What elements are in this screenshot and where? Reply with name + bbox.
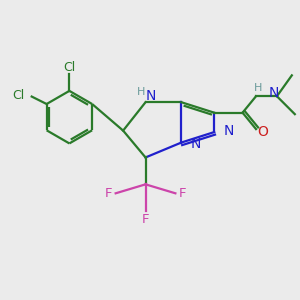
Text: N: N	[224, 124, 234, 138]
Text: F: F	[179, 187, 187, 200]
Text: H: H	[254, 83, 262, 93]
Text: F: F	[104, 187, 112, 200]
Text: N: N	[268, 86, 279, 100]
Text: Cl: Cl	[12, 88, 24, 102]
Text: N: N	[146, 89, 156, 103]
Text: H: H	[137, 87, 145, 97]
Text: F: F	[142, 213, 149, 226]
Text: O: O	[257, 125, 268, 139]
Text: N: N	[191, 137, 201, 151]
Text: Cl: Cl	[63, 61, 76, 74]
